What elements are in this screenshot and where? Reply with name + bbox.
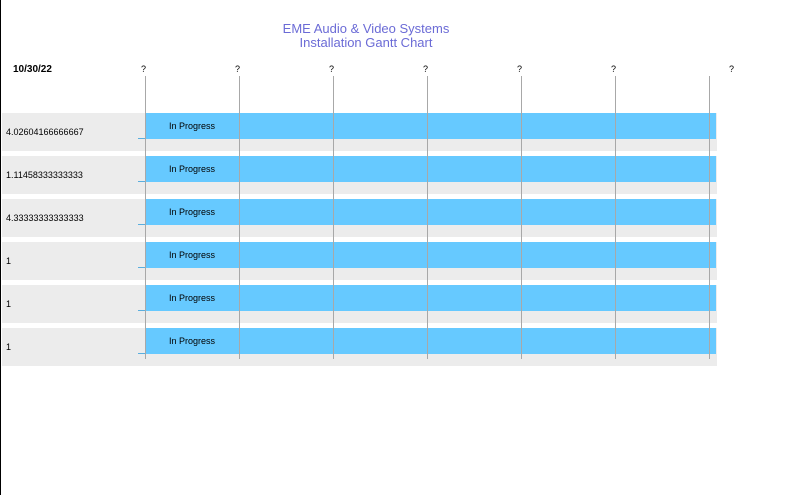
gridline (333, 76, 334, 359)
bar-status-label: In Progress (169, 250, 216, 260)
date-label: 10/30/22 (13, 64, 52, 75)
gridline (615, 76, 616, 359)
gantt-bar (145, 285, 716, 311)
bar-marker (138, 224, 146, 225)
bar-status-label: In Progress (169, 293, 216, 303)
bar-marker (138, 267, 146, 268)
gantt-bar (145, 156, 716, 182)
row-label: 1 (6, 342, 12, 352)
bar-marker (138, 310, 146, 311)
tick-label: ? (729, 64, 735, 74)
gantt-bar (145, 328, 716, 354)
tick-label: ? (517, 64, 523, 74)
tick-label: ? (329, 64, 335, 74)
bar-status-label: In Progress (169, 336, 216, 346)
gantt-bar (145, 113, 716, 139)
row-label: 1 (6, 299, 12, 309)
gridline (521, 76, 522, 359)
tick-label: ? (235, 64, 241, 74)
row-label: 4.02604166666667 (6, 127, 84, 137)
left-border (0, 0, 1, 495)
gridline (145, 76, 146, 359)
chart-title: EME Audio & Video Systems (282, 21, 450, 36)
gridline (239, 76, 240, 359)
gantt-bar (145, 199, 716, 225)
bar-marker (138, 353, 146, 354)
row-label: 4.33333333333333 (6, 213, 84, 223)
gridline (709, 76, 710, 359)
bar-marker (138, 138, 146, 139)
tick-label: ? (141, 64, 147, 74)
row-label: 1 (6, 256, 12, 266)
bar-status-label: In Progress (169, 121, 216, 131)
bar-status-label: In Progress (169, 164, 216, 174)
chart-subtitle: Installation Gantt Chart (299, 35, 433, 50)
row-label: 1.11458333333333 (6, 170, 83, 180)
bar-marker (138, 181, 146, 182)
gridline (427, 76, 428, 359)
tick-label: ? (611, 64, 617, 74)
bar-status-label: In Progress (169, 207, 216, 217)
tick-label: ? (423, 64, 429, 74)
gantt-bar (145, 242, 716, 268)
